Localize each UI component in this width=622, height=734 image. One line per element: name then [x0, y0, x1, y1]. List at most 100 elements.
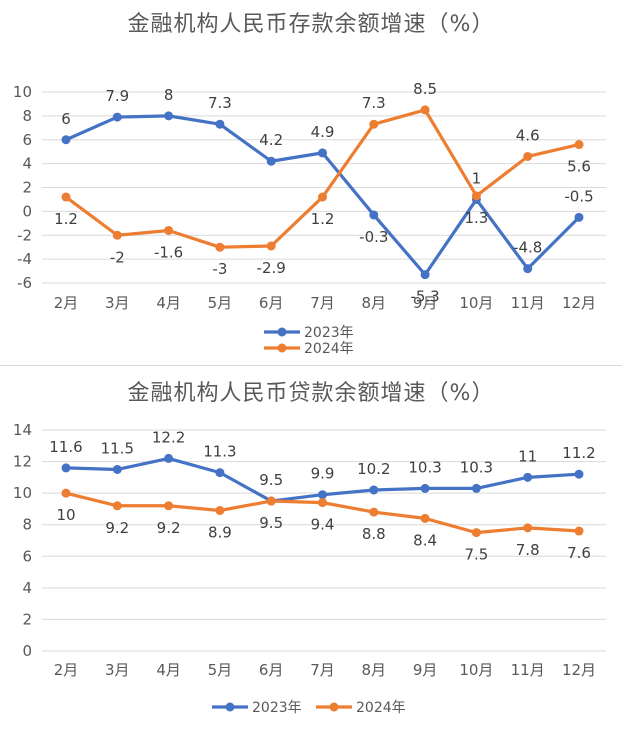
data-point: [574, 526, 584, 536]
legend-marker: [225, 702, 235, 712]
chart-title: 金融机构人民币存款余额增速（%）: [127, 12, 495, 37]
x-tick-label: 6月: [259, 661, 284, 679]
data-label: 8: [164, 86, 174, 104]
data-point: [112, 464, 122, 474]
x-tick-label: 3月: [105, 661, 130, 679]
legend-marker: [329, 702, 339, 712]
chart-title: 金融机构人民币贷款余额增速（%）: [127, 381, 495, 406]
data-label: 1: [472, 169, 482, 187]
data-label: 11.5: [101, 439, 134, 457]
data-label: 1.2: [54, 210, 78, 228]
data-point: [266, 156, 276, 166]
data-label: 7.8: [516, 541, 540, 559]
data-label: 7.6: [567, 544, 591, 562]
data-label: 8.9: [208, 524, 232, 542]
data-point: [61, 192, 71, 202]
data-point: [369, 119, 379, 129]
legend-marker: [277, 343, 287, 353]
y-tick-label: 2: [22, 610, 32, 628]
y-tick-label: 6: [22, 131, 32, 149]
y-tick-label: 10: [13, 484, 32, 502]
data-point: [215, 242, 225, 252]
x-tick-label: 10月: [459, 661, 493, 679]
x-tick-label: 8月: [362, 294, 387, 312]
data-point: [523, 472, 533, 482]
data-point: [318, 192, 327, 202]
y-tick-label: 4: [22, 579, 32, 597]
data-point: [215, 119, 225, 129]
panel-divider: [0, 365, 622, 366]
data-label: 7.9: [105, 87, 129, 105]
y-tick-label: 2: [22, 179, 32, 197]
x-tick-label: 10月: [459, 294, 493, 312]
data-label: 9.2: [105, 519, 129, 537]
y-tick-label: -6: [17, 274, 32, 292]
loan-chart-svg: 0 2 4 6 8 10 12 14 2月 3月 4月 5月 6月 7月 8月 9月 10月 11月 12月 11.6…: [13, 421, 606, 716]
data-label: 10: [56, 506, 75, 524]
y-tick-label: 4: [22, 155, 32, 173]
data-point: [471, 528, 481, 538]
x-tick-label: 6月: [259, 294, 284, 312]
data-point: [215, 468, 225, 478]
data-point: [215, 506, 225, 516]
data-point: [112, 112, 122, 122]
data-point: [471, 191, 481, 201]
y-tick-label: 10: [13, 83, 32, 101]
data-point: [471, 483, 481, 493]
data-point: [318, 498, 327, 508]
data-point: [420, 270, 430, 280]
data-point: [112, 501, 122, 511]
data-point: [164, 453, 174, 463]
data-point: [574, 140, 584, 150]
data-point: [266, 496, 276, 506]
data-label: 12.2: [152, 428, 185, 446]
data-label: -2.9: [257, 259, 286, 277]
deposit-growth-chart: 金融机构人民币存款余额增速（%） -6 -4 -2 0 2 4 6 8 10 2月 3月 4月 5月 6月…: [0, 0, 622, 365]
y-tick-label: 12: [13, 453, 32, 471]
legend-label: 2023年: [304, 325, 354, 341]
data-label: -4.8: [513, 239, 542, 257]
data-point: [369, 210, 379, 220]
data-label: 5.6: [567, 158, 591, 176]
data-label: 9.2: [157, 519, 181, 537]
data-label: 7.3: [208, 94, 232, 112]
data-point: [61, 135, 71, 145]
data-label: 8.8: [362, 525, 386, 543]
legend-marker: [277, 327, 287, 337]
x-tick-label: 12月: [562, 661, 596, 679]
x-tick-label: 8月: [362, 661, 387, 679]
data-point: [164, 111, 174, 121]
x-tick-label: 7月: [310, 661, 335, 679]
data-point: [420, 105, 430, 115]
data-point: [420, 483, 430, 493]
data-label: 1.2: [311, 210, 335, 228]
data-label: -3: [212, 260, 227, 278]
data-label: 10.3: [408, 458, 441, 476]
data-label: 11.3: [203, 443, 236, 461]
data-label: 7.5: [464, 546, 488, 564]
data-point: [574, 469, 584, 479]
data-point: [61, 488, 71, 498]
data-label: 10.2: [357, 460, 390, 478]
y-tick-label: -2: [17, 226, 32, 244]
data-point: [523, 151, 533, 161]
y-tick-label: -4: [17, 250, 32, 268]
x-tick-label: 9月: [413, 294, 438, 312]
data-label: 6: [61, 110, 71, 128]
data-label: 10.3: [460, 458, 493, 476]
data-label: 11: [518, 447, 537, 465]
y-tick-label: 0: [22, 202, 32, 220]
data-label: 7.3: [362, 94, 386, 112]
data-point: [164, 225, 174, 235]
x-tick-label: 3月: [105, 294, 130, 312]
x-tick-label: 2月: [54, 661, 79, 679]
data-point: [61, 463, 71, 473]
data-label: 4.6: [516, 126, 540, 144]
data-label: 8.4: [413, 531, 437, 549]
data-point: [523, 264, 533, 274]
data-label: 9.5: [259, 471, 283, 489]
data-point: [112, 230, 122, 240]
data-point: [318, 148, 327, 158]
data-label: -2: [110, 248, 125, 266]
x-tick-label: 9月: [413, 661, 438, 679]
